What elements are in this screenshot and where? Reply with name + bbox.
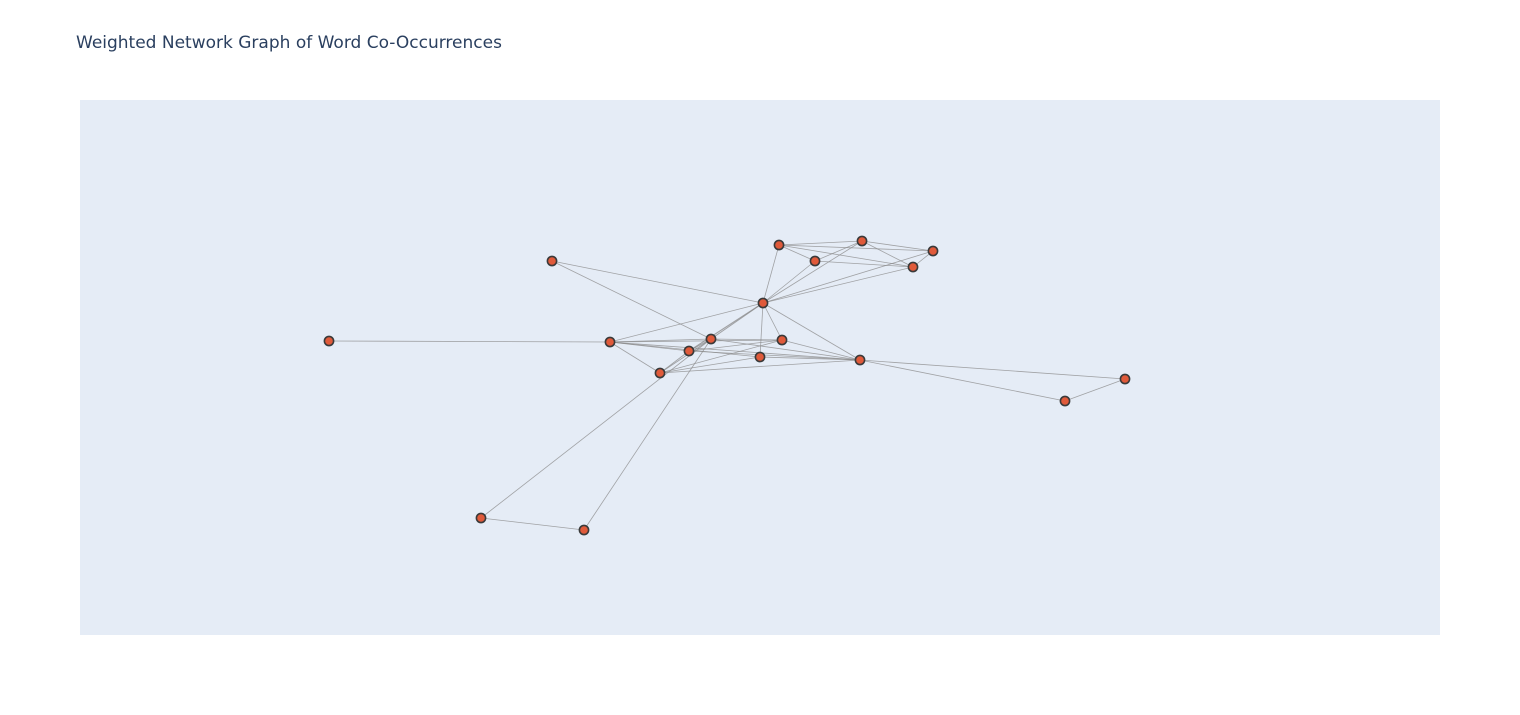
edge-n3-n8 [762,250,934,304]
edge-n3-n6 [762,240,863,304]
edge-n3-n4 [762,244,780,304]
node-n14[interactable] [776,334,788,346]
edge-n5-n7 [814,260,914,268]
edge-n4-n5 [778,244,816,262]
node-n16[interactable] [1059,395,1071,407]
edge-n3-n12 [710,302,764,340]
edge-n12-n15 [710,338,861,361]
edge-n9-n15 [609,341,861,361]
edge-n10-n13 [659,356,761,374]
edge-n3-n13 [759,302,764,358]
edge-n12-n14 [710,338,783,341]
node-n10[interactable] [654,367,666,379]
edges-layer [328,240,1126,531]
nodes-layer [323,235,1131,536]
node-n18[interactable] [475,512,487,524]
edge-n4-n7 [778,244,914,268]
node-n5[interactable] [809,255,821,267]
edge-n15-n17 [859,359,1126,380]
node-n13[interactable] [754,351,766,363]
edge-n4-n8 [778,244,934,252]
node-n12[interactable] [705,333,717,345]
edge-n10-n14 [659,339,783,374]
node-n2[interactable] [323,335,335,347]
edge-n3-n7 [762,266,914,304]
edge-n12-n18 [480,338,712,519]
edge-n9-n10 [609,341,661,374]
node-n19[interactable] [578,524,590,536]
edge-n13-n15 [759,356,861,361]
edge-n18-n19 [480,517,585,531]
node-n3[interactable] [757,297,769,309]
node-n15[interactable] [854,354,866,366]
edge-n10-n15 [659,359,861,374]
edge-n3-n9 [609,302,764,343]
network-graph [323,235,1131,536]
edge-n10-n12 [659,338,712,374]
edge-n16-n17 [1064,378,1126,402]
chart-title: Weighted Network Graph of Word Co-Occurr… [76,33,502,53]
edge-n6-n7 [861,240,914,268]
node-n4[interactable] [773,239,785,251]
node-n9[interactable] [604,336,616,348]
node-n1[interactable] [546,255,558,267]
edge-n15-n16 [859,359,1066,402]
edge-n1-n12 [551,260,712,340]
plot-area [80,100,1440,635]
edge-n6-n8 [861,240,934,252]
edge-n12-n19 [583,338,712,531]
edge-n3-n15 [762,302,861,361]
node-n8[interactable] [927,245,939,257]
edge-n3-n5 [762,260,816,304]
node-n7[interactable] [907,261,919,273]
node-n11[interactable] [683,345,695,357]
edge-n9-n14 [609,339,783,343]
edge-n1-n3 [551,260,764,304]
edge-n5-n6 [814,240,863,262]
node-n6[interactable] [856,235,868,247]
edge-n11-n15 [688,350,861,361]
edge-n2-n9 [328,340,611,343]
edge-n3-n14 [762,302,783,341]
edge-n14-n15 [781,339,861,361]
node-n17[interactable] [1119,373,1131,385]
edge-n4-n6 [778,240,863,246]
